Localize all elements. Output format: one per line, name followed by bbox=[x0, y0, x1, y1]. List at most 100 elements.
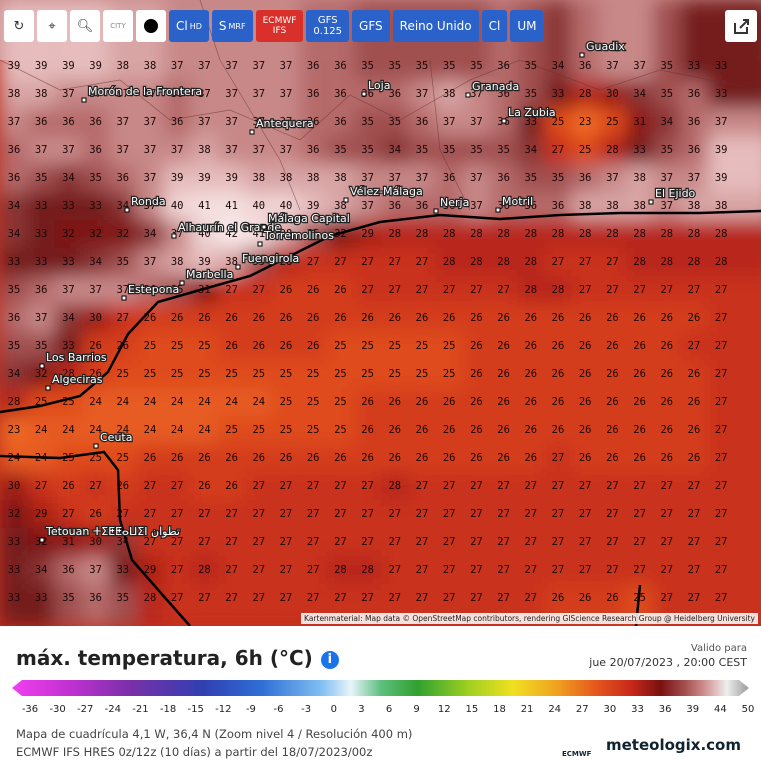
share-button[interactable] bbox=[725, 10, 757, 42]
grid-value: 27 bbox=[715, 396, 728, 408]
temperature-cell bbox=[218, 304, 246, 332]
grid-value: 37 bbox=[171, 60, 184, 72]
legend-tick: 18 bbox=[493, 704, 506, 715]
grid-value: 25 bbox=[633, 592, 646, 604]
grid-value: 26 bbox=[334, 312, 347, 324]
grid-value: 25 bbox=[307, 396, 320, 408]
grid-value: 37 bbox=[144, 88, 157, 100]
place-label: El Ejido bbox=[655, 187, 696, 200]
grid-value: 27 bbox=[334, 536, 347, 548]
temperature-cell bbox=[490, 500, 518, 528]
grid-value: 26 bbox=[198, 480, 211, 492]
place-dot bbox=[495, 207, 501, 213]
temperature-cell bbox=[82, 528, 110, 556]
temperature-cell bbox=[680, 528, 708, 556]
model-button[interactable]: Cl bbox=[481, 10, 508, 42]
grid-value: 35 bbox=[116, 592, 129, 604]
refresh-button[interactable]: ↻ bbox=[4, 10, 34, 42]
grid-value: 37 bbox=[225, 144, 238, 156]
grid-value: 37 bbox=[225, 60, 238, 72]
temperature-cell bbox=[163, 304, 191, 332]
temperature-cell bbox=[517, 248, 545, 276]
temperature-cell bbox=[626, 80, 654, 108]
grid-value: 27 bbox=[198, 536, 211, 548]
grid-value: 26 bbox=[579, 340, 592, 352]
temperature-cell bbox=[544, 556, 572, 584]
grid-value: 27 bbox=[470, 592, 483, 604]
grid-value: 27 bbox=[579, 508, 592, 520]
grid-value: 36 bbox=[388, 200, 401, 212]
model-button[interactable]: GFS bbox=[352, 10, 390, 42]
grid-value: 27 bbox=[252, 592, 265, 604]
temperature-cell bbox=[381, 416, 409, 444]
temperature-cell bbox=[27, 500, 55, 528]
grid-value: 34 bbox=[8, 200, 21, 212]
temperature-cell bbox=[598, 360, 626, 388]
place-label: Ceuta bbox=[100, 431, 132, 444]
grid-value: 37 bbox=[225, 116, 238, 128]
grid-value: 26 bbox=[552, 368, 565, 380]
grid-value: 33 bbox=[62, 200, 75, 212]
grid-value: 27 bbox=[388, 256, 401, 268]
temperature-cell bbox=[218, 192, 246, 220]
model-button[interactable]: UM bbox=[510, 10, 544, 42]
grid-value: 28 bbox=[579, 88, 592, 100]
grid-value: 27 bbox=[688, 284, 701, 296]
grid-value: 27 bbox=[443, 564, 456, 576]
place-label: Algeciras bbox=[52, 373, 103, 386]
grid-value: 33 bbox=[89, 200, 102, 212]
temperature-cell bbox=[544, 416, 572, 444]
grid-value: 25 bbox=[62, 452, 75, 464]
temperature-cell bbox=[218, 108, 246, 136]
temperature-cell bbox=[680, 304, 708, 332]
model-button[interactable]: S MRF bbox=[211, 10, 253, 42]
temperature-cell bbox=[136, 500, 164, 528]
grid-value: 39 bbox=[715, 144, 728, 156]
grid-value: 36 bbox=[579, 60, 592, 72]
grid-value: 36 bbox=[89, 592, 102, 604]
grid-value: 36 bbox=[334, 88, 347, 100]
temperature-cell bbox=[299, 472, 327, 500]
grid-value: 26 bbox=[388, 312, 401, 324]
dot-button[interactable] bbox=[136, 10, 166, 42]
grid-value: 33 bbox=[552, 88, 565, 100]
grid-value: 27 bbox=[116, 312, 129, 324]
grid-value: 27 bbox=[497, 536, 510, 548]
temperature-cell bbox=[245, 472, 273, 500]
grid-value: 37 bbox=[606, 60, 619, 72]
model-button[interactable]: GFS 0.125 bbox=[306, 10, 350, 42]
grid-value: 37 bbox=[388, 172, 401, 184]
grid-value: 25 bbox=[443, 368, 456, 380]
grid-value: 36 bbox=[361, 88, 374, 100]
model-button[interactable]: ECMWF IFS bbox=[255, 10, 304, 42]
grid-value: 33 bbox=[35, 228, 48, 240]
temperature-cell bbox=[163, 360, 191, 388]
temperature-cell bbox=[190, 556, 218, 584]
temperature-cell bbox=[299, 388, 327, 416]
grid-value: 25 bbox=[280, 424, 293, 436]
grid-value: 27 bbox=[552, 536, 565, 548]
temperature-cell bbox=[653, 388, 681, 416]
grid-value: 37 bbox=[470, 116, 483, 128]
grid-value: 27 bbox=[443, 508, 456, 520]
grid-value: 27 bbox=[361, 508, 374, 520]
grid-value: 33 bbox=[715, 60, 728, 72]
model-button[interactable]: Reino Unido bbox=[392, 10, 479, 42]
zoom-button[interactable]: 🔍︎ bbox=[70, 10, 100, 42]
grid-value: 27 bbox=[416, 536, 429, 548]
grid-value: 34 bbox=[62, 172, 75, 184]
temperature-cell bbox=[517, 276, 545, 304]
temperature-cell bbox=[190, 388, 218, 416]
grid-value: 37 bbox=[144, 144, 157, 156]
grid-value: 25 bbox=[171, 368, 184, 380]
model-button[interactable]: Cl HD bbox=[169, 10, 209, 42]
grid-value: 25 bbox=[116, 452, 129, 464]
grid-value: 28 bbox=[633, 228, 646, 240]
info-icon[interactable]: i bbox=[320, 651, 339, 669]
temperature-cell bbox=[653, 276, 681, 304]
location-button[interactable]: ⌖ bbox=[37, 10, 67, 42]
grid-value: 36 bbox=[497, 172, 510, 184]
city-button[interactable]: CITY bbox=[103, 10, 133, 42]
grid-value: 28 bbox=[443, 228, 456, 240]
temperature-cell bbox=[707, 556, 761, 584]
